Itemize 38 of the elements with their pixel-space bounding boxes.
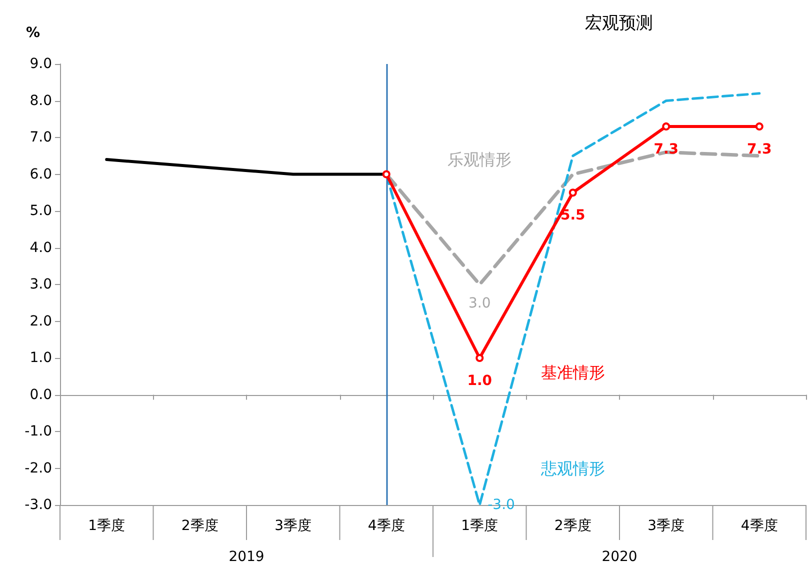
- data-label: -3.0: [488, 497, 515, 513]
- x-tick-label: 4季度: [368, 518, 405, 534]
- y-tick-label: 4.0: [30, 240, 52, 256]
- data-label: 3.0: [468, 296, 491, 312]
- text: 乐观情形: [448, 150, 512, 170]
- text: 悲观情形: [540, 458, 605, 478]
- y-tick-label: 7.0: [30, 130, 52, 146]
- data-label: 7.3: [746, 141, 772, 158]
- x-tick-label: 4季度: [740, 518, 778, 534]
- y-tick-label: 9.0: [30, 56, 52, 72]
- x-tick-label: 2季度: [554, 518, 592, 534]
- y-tick-label: -3.0: [24, 497, 52, 513]
- x-tick-label: 2季度: [181, 518, 218, 534]
- y-tick-label: 0.0: [30, 386, 52, 403]
- y-tick-label: 8.0: [30, 92, 52, 109]
- y-tick-label: 6.0: [30, 166, 52, 182]
- data-label: 1.0: [467, 373, 492, 389]
- point: [755, 122, 764, 130]
- x-tick-label: 3季度: [648, 518, 685, 534]
- y-tick-label: -1.0: [24, 424, 52, 440]
- data-label: 7.3: [654, 141, 679, 158]
- point: [568, 188, 577, 197]
- y-tick-label: 3.0: [30, 276, 52, 292]
- x-tick-label: 3季度: [274, 518, 312, 534]
- text: 基准情形: [540, 363, 605, 382]
- y-tick-label: -2.0: [24, 460, 52, 476]
- text: 2019: [228, 549, 264, 565]
- x-tick-label: 1季度: [461, 518, 498, 534]
- point: [662, 122, 670, 130]
- y-tick-label: 1.0: [30, 350, 52, 366]
- chart-title: 宏观预测: [585, 14, 653, 34]
- point: [476, 354, 484, 362]
- point: [382, 170, 390, 178]
- text: 2020: [602, 549, 638, 565]
- x-tick-label: 1季度: [88, 518, 126, 534]
- y-tick-label: 5.0: [30, 203, 52, 219]
- y-tick-label: 2.0: [30, 313, 52, 330]
- y-axis-title: %: [26, 25, 40, 41]
